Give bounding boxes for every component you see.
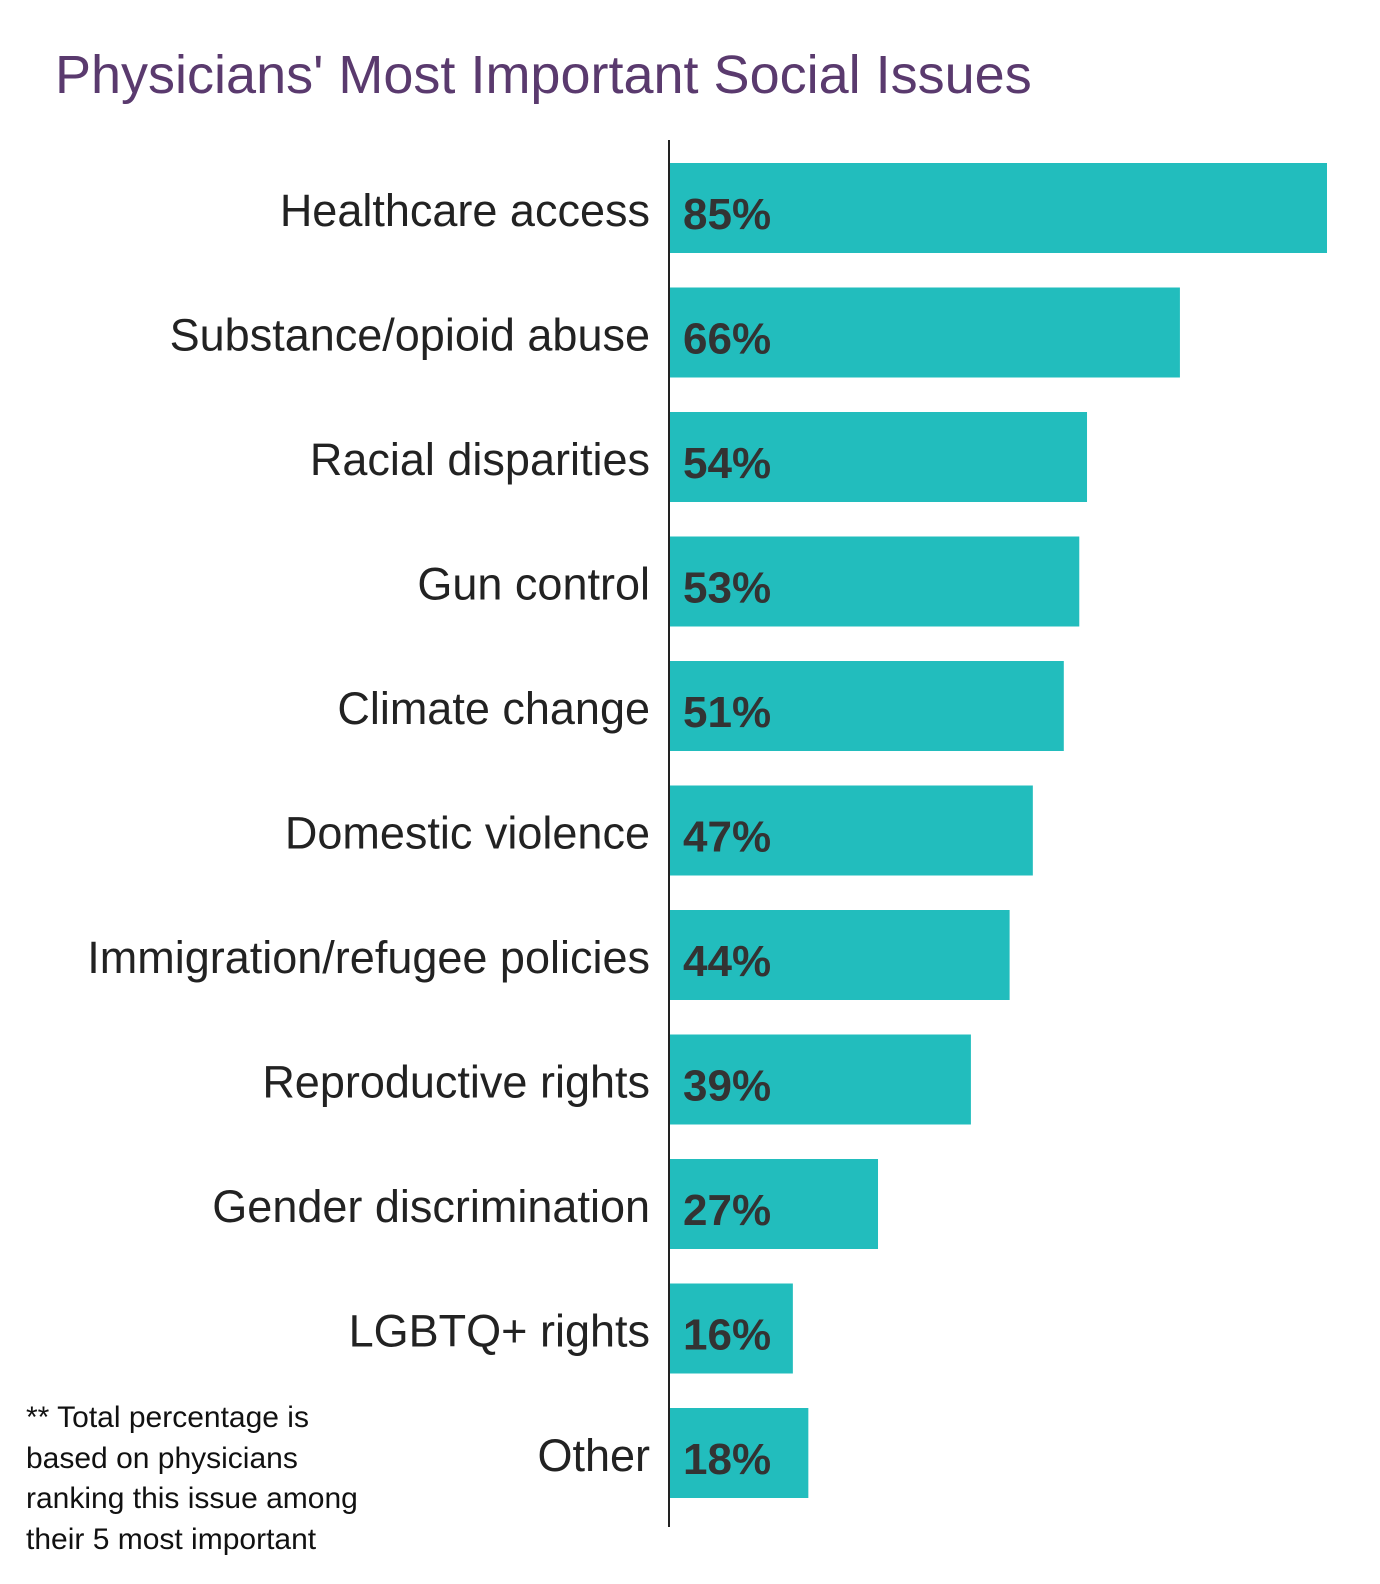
- category-label: Gender discrimination: [212, 1181, 650, 1232]
- category-label: Immigration/refugee policies: [87, 932, 650, 983]
- category-label: LGBTQ+ rights: [349, 1306, 650, 1357]
- category-label: Reproductive rights: [262, 1057, 650, 1108]
- category-label: Racial disparities: [310, 434, 650, 485]
- value-label: 53%: [683, 564, 771, 613]
- bar: [669, 163, 1327, 253]
- value-label: 66%: [683, 315, 771, 364]
- footnote: ** Total percentage is based on physicia…: [26, 1401, 358, 1556]
- category-label: Substance/opioid abuse: [170, 310, 650, 361]
- bar: [669, 287, 1180, 378]
- value-label: 85%: [683, 190, 771, 239]
- bar: [669, 661, 1064, 751]
- value-label: 18%: [683, 1435, 771, 1484]
- bar: [669, 1408, 809, 1498]
- chart-title: Physicians' Most Important Social Issues: [55, 45, 1032, 105]
- value-label: 47%: [683, 813, 771, 862]
- category-label: Climate change: [337, 683, 650, 734]
- value-label: 27%: [683, 1186, 771, 1235]
- bar: [669, 1159, 879, 1249]
- value-label: 16%: [683, 1311, 771, 1360]
- category-label: Gun control: [417, 559, 650, 610]
- bar: [669, 1283, 793, 1374]
- value-label: 44%: [683, 937, 771, 986]
- category-label: Other: [537, 1430, 650, 1481]
- bar: [669, 785, 1033, 876]
- bar: [669, 412, 1088, 502]
- bar: [669, 536, 1080, 627]
- category-label: Domestic violence: [285, 808, 650, 859]
- bar: [669, 1034, 971, 1125]
- category-label: Healthcare access: [280, 185, 650, 236]
- bar: [669, 910, 1010, 1000]
- value-label: 51%: [683, 688, 771, 737]
- value-label: 54%: [683, 439, 771, 488]
- value-label: 39%: [683, 1062, 771, 1111]
